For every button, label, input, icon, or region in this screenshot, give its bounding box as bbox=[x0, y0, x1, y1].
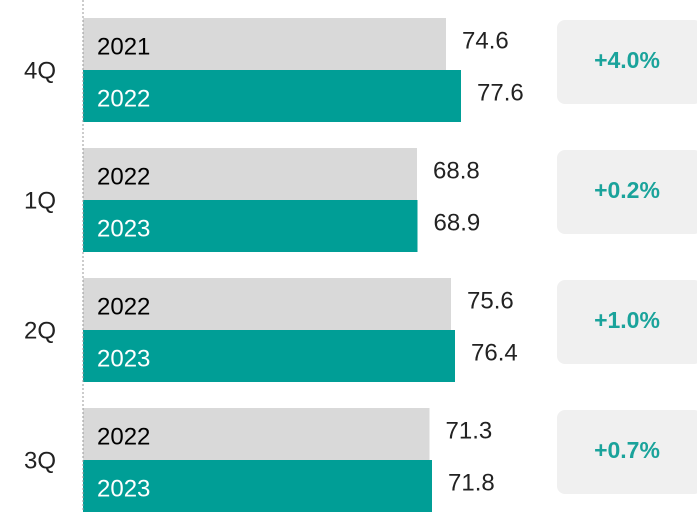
bar bbox=[83, 408, 430, 460]
bar-year-label: 2023 bbox=[97, 475, 150, 502]
bar bbox=[83, 148, 417, 200]
value-label: 71.3 bbox=[446, 417, 493, 444]
bar bbox=[83, 200, 418, 252]
change-badge bbox=[557, 150, 697, 234]
change-badge bbox=[557, 410, 697, 494]
change-badge bbox=[557, 20, 697, 104]
value-label: 74.6 bbox=[462, 27, 509, 54]
value-label: 68.8 bbox=[433, 157, 480, 184]
change-badge bbox=[557, 280, 697, 364]
category-label: 4Q bbox=[24, 57, 56, 84]
bar-year-label: 2022 bbox=[97, 163, 150, 190]
change-label: +4.0% bbox=[594, 47, 660, 73]
bar-year-label: 2022 bbox=[97, 293, 150, 320]
change-label: +0.7% bbox=[594, 437, 660, 463]
value-label: 76.4 bbox=[471, 339, 518, 366]
bar bbox=[83, 460, 432, 512]
value-label: 71.8 bbox=[448, 469, 495, 496]
bar bbox=[83, 18, 446, 70]
change-label: +1.0% bbox=[594, 307, 660, 333]
bar bbox=[83, 70, 461, 122]
bar-year-label: 2021 bbox=[97, 33, 150, 60]
category-label: 2Q bbox=[24, 317, 56, 344]
category-label: 1Q bbox=[24, 187, 56, 214]
bar bbox=[83, 330, 455, 382]
bar-year-label: 2023 bbox=[97, 215, 150, 242]
value-label: 77.6 bbox=[477, 79, 524, 106]
bar bbox=[83, 278, 451, 330]
change-label: +0.2% bbox=[594, 177, 660, 203]
category-label: 3Q bbox=[24, 447, 56, 474]
bar-year-label: 2023 bbox=[97, 345, 150, 372]
value-label: 75.6 bbox=[467, 287, 514, 314]
bar-year-label: 2022 bbox=[97, 423, 150, 450]
bar-year-label: 2022 bbox=[97, 85, 150, 112]
value-label: 68.9 bbox=[434, 209, 481, 236]
